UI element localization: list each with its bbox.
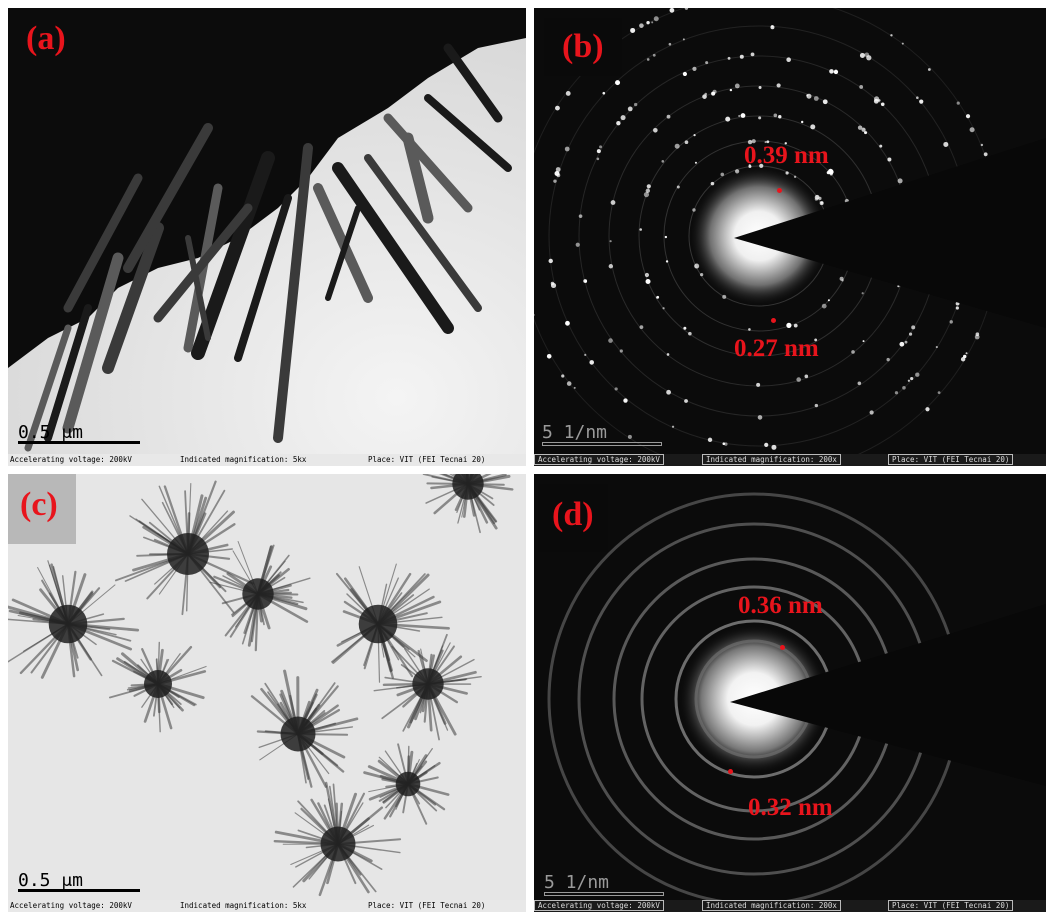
panel-b-marker-top xyxy=(777,188,782,193)
nanorods-image xyxy=(8,8,526,466)
panel-b-d-spacing-bottom: 0.27 nm xyxy=(734,335,819,362)
panel-b-scale-label: 5 1/nm xyxy=(542,422,608,443)
panel-a-label: (a) xyxy=(26,20,66,57)
panel-c-magnification: Indicated magnification: 5kx xyxy=(180,901,307,910)
flower-clusters-image xyxy=(8,474,526,912)
panel-b-place: Place: VIT (FEI Tecnai 20) xyxy=(888,454,1014,465)
panel-d-saed-pattern: (d) 0.36 nm 0.32 nm 5 1/nm Accelerating … xyxy=(534,474,1046,912)
panel-b-label: (b) xyxy=(544,18,622,76)
panel-a-place: Place: VIT (FEI Tecnai 20) xyxy=(368,455,486,464)
panel-b-marker-bottom xyxy=(771,318,776,323)
panel-d-d-spacing-top: 0.36 nm xyxy=(738,592,823,619)
diffraction-rings-image xyxy=(534,474,1046,912)
panel-a-tem-nanorods: (a) 0.5 μm Accelerating voltage: 200kV I… xyxy=(8,8,526,466)
panel-b-d-spacing-top: 0.39 nm xyxy=(744,142,829,169)
panel-c-place: Place: VIT (FEI Tecnai 20) xyxy=(368,901,486,910)
panel-a-scale-label: 0.5 μm xyxy=(18,422,84,443)
panel-d-d-spacing-bottom: 0.32 nm xyxy=(748,794,833,821)
panel-b-info-bar: Accelerating voltage: 200kV Indicated ma… xyxy=(534,454,1046,466)
panel-c-scale-label: 0.5 μm xyxy=(18,870,84,891)
panel-a-magnification: Indicated magnification: 5kx xyxy=(180,455,307,464)
panel-d-info-bar: Accelerating voltage: 200kV Indicated ma… xyxy=(534,900,1046,912)
panel-c-voltage: Accelerating voltage: 200kV xyxy=(10,901,132,910)
panel-d-scale-bar xyxy=(544,892,664,896)
panel-c-info-bar: Accelerating voltage: 200kV Indicated ma… xyxy=(8,900,526,912)
panel-b-saed-pattern: (b) 0.39 nm 0.27 nm 5 1/nm Accelerating … xyxy=(534,8,1046,466)
panel-a-info-bar: Accelerating voltage: 200kV Indicated ma… xyxy=(8,454,526,466)
panel-a-voltage: Accelerating voltage: 200kV xyxy=(10,455,132,464)
panel-d-voltage: Accelerating voltage: 200kV xyxy=(534,900,664,911)
panel-d-marker-bottom xyxy=(728,769,733,774)
panel-a-scale-bar xyxy=(18,441,140,444)
panel-b-voltage: Accelerating voltage: 200kV xyxy=(534,454,664,465)
panel-d-magnification: Indicated magnification: 200x xyxy=(702,900,841,911)
diffraction-rings-image xyxy=(534,8,1046,466)
panel-d-place: Place: VIT (FEI Tecnai 20) xyxy=(888,900,1014,911)
panel-c-tem-flowers: (c) 0.5 μm Accelerating voltage: 200kV I… xyxy=(8,474,526,912)
panel-b-magnification: Indicated magnification: 200x xyxy=(702,454,841,465)
panel-c-label: (c) xyxy=(8,474,76,544)
panel-b-scale-bar xyxy=(542,442,662,446)
panel-c-scale-bar xyxy=(18,889,140,892)
panel-d-marker-top xyxy=(780,645,785,650)
panel-d-label: (d) xyxy=(538,484,608,552)
panel-d-scale-label: 5 1/nm xyxy=(544,872,610,893)
